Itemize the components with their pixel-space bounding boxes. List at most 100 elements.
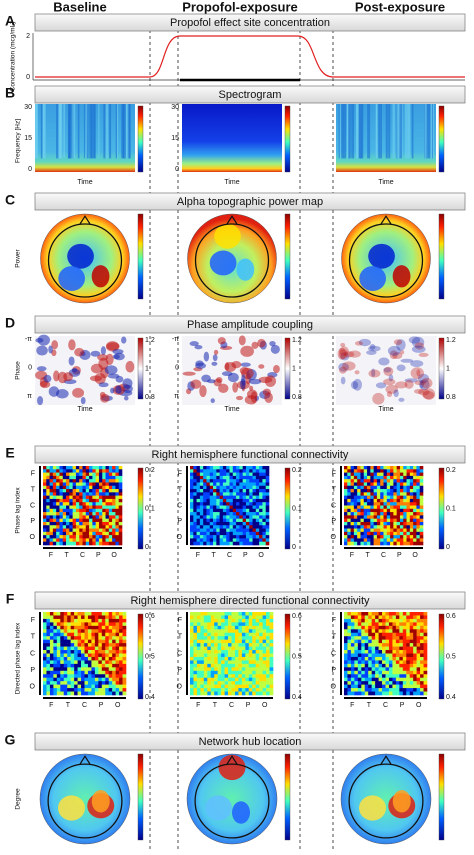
pac-patch (221, 371, 233, 377)
matrix-cell (70, 670, 75, 675)
matrix-cell (393, 528, 397, 533)
matrix-cell (79, 508, 83, 513)
matrix-cell (353, 469, 358, 473)
matrix-cell (56, 691, 61, 696)
matrix-cell (259, 466, 263, 470)
matrix-cell (357, 485, 361, 490)
matrix-cell (43, 612, 47, 616)
matrix-cell (361, 656, 366, 661)
matrix-cell (196, 508, 201, 513)
matrix-cell (239, 528, 243, 533)
matrix-cell (119, 650, 123, 654)
matrix-cell (375, 646, 379, 651)
matrix-cell (399, 681, 404, 685)
matrix-cell (249, 518, 253, 523)
matrix-cell (193, 629, 198, 634)
matrix-cell (216, 472, 220, 477)
matrix-cell (357, 489, 361, 493)
matrix-cell (378, 674, 383, 679)
matrix-cell (413, 479, 417, 483)
matrix-cell (115, 643, 120, 647)
matrix-cell (105, 479, 110, 483)
matrix-cell (388, 650, 393, 654)
matrix-cell (62, 508, 67, 513)
matrix-cell (46, 646, 51, 651)
matrix-cell (222, 479, 227, 483)
matrix-cell (344, 632, 348, 637)
matrix-cell (59, 515, 64, 519)
colorbar (438, 213, 445, 300)
matrix-cell (209, 479, 214, 483)
matrix-cell (353, 528, 358, 533)
matrix-cell (119, 622, 123, 627)
matrix-cell (207, 656, 212, 661)
matrix-cell (92, 505, 96, 510)
matrix-cell (122, 612, 127, 616)
matrix-cell (416, 650, 421, 654)
matrix-cell (77, 670, 82, 675)
matrix-cell (245, 667, 250, 672)
matrix-cell (46, 492, 50, 496)
matrix-cell (388, 653, 393, 658)
matrix-cell (347, 469, 351, 473)
matrix-cell (347, 541, 351, 546)
matrix-cell (46, 515, 50, 519)
matrix-cell (199, 466, 204, 470)
matrix-cell (74, 639, 78, 644)
matrix-cell (386, 475, 391, 480)
colorbar-tick-label: 0.5 (446, 653, 456, 660)
matrix-cell (269, 618, 274, 623)
matrix-cell (98, 674, 103, 679)
matrix-cell (119, 691, 123, 696)
matrix-cell (249, 528, 253, 533)
matrix-cell (383, 521, 388, 526)
matrix-cell (63, 625, 68, 630)
matrix-cell (406, 482, 411, 487)
matrix-cell (224, 643, 229, 647)
matrix-cell (122, 653, 127, 658)
matrix-cell (423, 639, 428, 644)
matrix-cell (373, 475, 378, 480)
matrix-cell (255, 492, 260, 496)
matrix-cell (213, 492, 217, 496)
matrix-cell (199, 531, 204, 536)
matrix-cell (259, 508, 263, 513)
matrix-cell (380, 541, 384, 546)
pac-patch (235, 395, 244, 401)
matrix-cell (266, 681, 270, 685)
matrix-cell (207, 688, 212, 692)
matrix-cell (403, 541, 407, 546)
matrix-cell (241, 653, 246, 658)
matrix-cell (392, 674, 397, 679)
matrix-cell (409, 515, 414, 519)
matrix-cell (269, 646, 274, 651)
matrix-cell (75, 469, 80, 473)
spectrogram-streak (399, 104, 402, 159)
matrix-cell (122, 643, 127, 647)
matrix-cell (70, 636, 75, 640)
y-tick-label: 0 (28, 364, 32, 371)
matrix-cell (413, 618, 417, 623)
matrix-cell (383, 472, 388, 477)
matrix-cell (200, 650, 205, 654)
topomap (187, 754, 277, 844)
x-tick-label: F (196, 702, 200, 709)
column-plot (341, 213, 445, 304)
matrix-cell (245, 515, 250, 519)
matrix-cell (72, 541, 77, 546)
matrix-cell (259, 625, 263, 630)
matrix-cell (363, 492, 368, 496)
matrix-cell (84, 639, 89, 644)
matrix-cell (210, 650, 215, 654)
matrix-cell (72, 535, 77, 539)
matrix-cell (353, 502, 358, 506)
matrix-cell (43, 528, 47, 533)
matrix-cell (249, 541, 253, 546)
matrix-cell (406, 508, 411, 513)
matrix-cell (402, 684, 407, 689)
matrix-cell (84, 670, 89, 675)
matrix-cell (259, 535, 263, 539)
matrix-cell (105, 660, 110, 665)
